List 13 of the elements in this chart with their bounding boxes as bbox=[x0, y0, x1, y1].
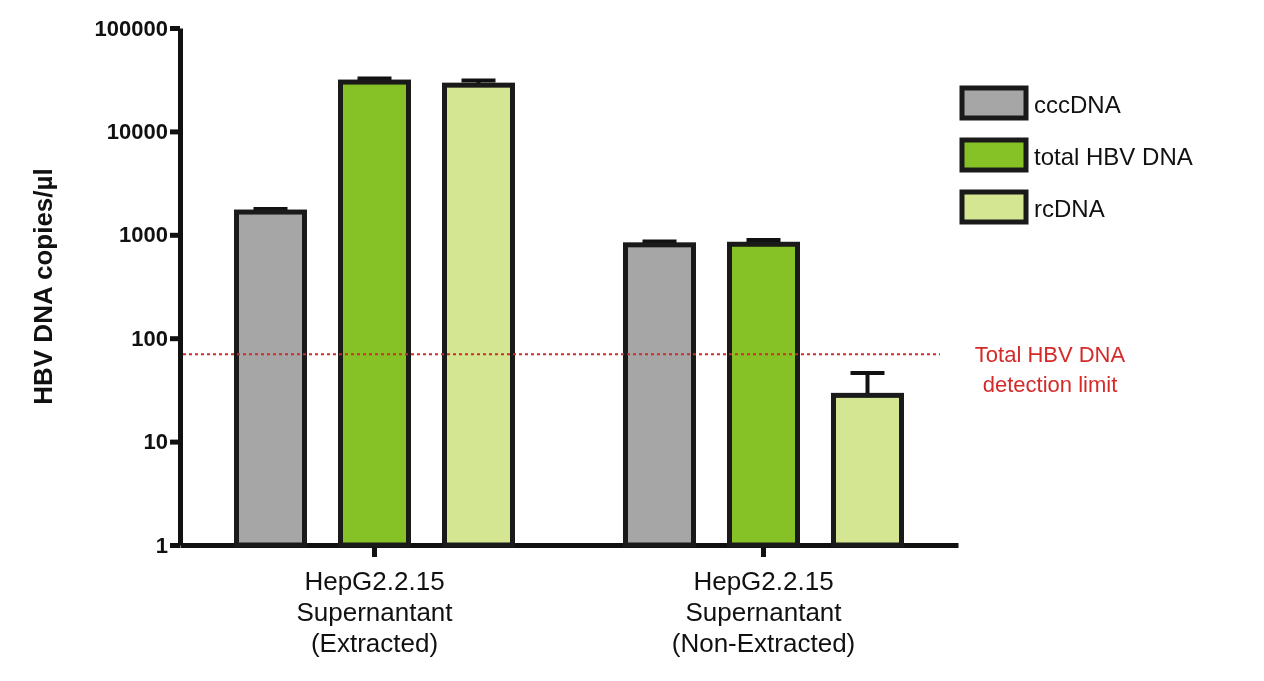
ref-line-label: Total HBV DNA detection limit bbox=[974, 342, 1126, 398]
legend-label: total HBV DNA bbox=[1034, 143, 1193, 170]
y-tick-label: 10 bbox=[143, 429, 168, 455]
legend-label: rcDNA bbox=[1034, 195, 1105, 222]
y-tick-label: 100000 bbox=[94, 15, 168, 41]
y-tick-label: 1 bbox=[155, 532, 168, 558]
x-tick-label: HepG2.2.15 Supernantant (Extracted) bbox=[296, 566, 454, 658]
y-tick-label: 1000 bbox=[119, 222, 168, 248]
y-tick-label: 100 bbox=[131, 325, 168, 351]
y-axis-title: HBV DNA copies/µl bbox=[28, 168, 58, 405]
x-tick-label: HepG2.2.15 Supernantant (Non-Extracted) bbox=[671, 566, 856, 658]
y-tick-label: 10000 bbox=[106, 118, 168, 144]
legend-label: cccDNA bbox=[1034, 91, 1121, 118]
